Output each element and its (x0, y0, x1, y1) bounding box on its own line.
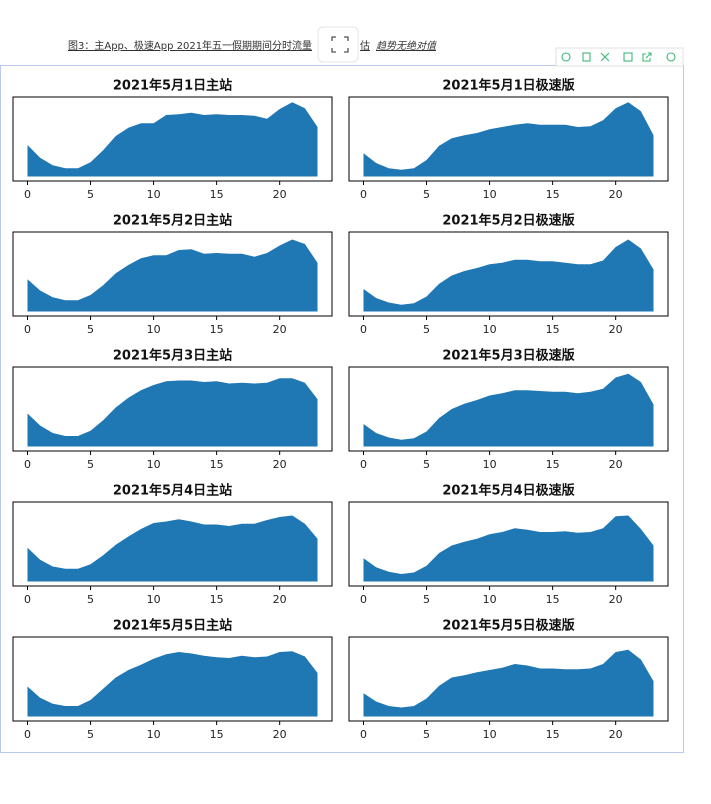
x-tick-label: 15 (210, 188, 224, 201)
plot-frame (348, 636, 669, 722)
chart-title: 2021年5月5日主站 (113, 618, 232, 634)
tool-icon[interactable] (561, 52, 571, 62)
x-tick-label: 10 (483, 188, 497, 201)
x-tick-label: 15 (210, 593, 224, 606)
caption: 图3：主App、极速App 2021年五一假期期间分时流量 (68, 39, 312, 52)
x-tick-label: 20 (609, 458, 623, 471)
x-tick-label: 5 (423, 323, 430, 336)
x-tick-label: 15 (546, 323, 560, 336)
x-tick-label: 15 (546, 728, 560, 741)
x-tick-label: 0 (24, 593, 31, 606)
tool-icon[interactable] (582, 52, 591, 62)
plot-frame (12, 501, 333, 587)
tool-icon[interactable] (642, 52, 652, 62)
plot-frame (12, 636, 333, 722)
x-tick-label: 0 (360, 728, 367, 741)
x-tick-label: 20 (609, 593, 623, 606)
tool-icon[interactable] (623, 52, 633, 62)
toolbar (555, 47, 684, 67)
chart-title: 2021年5月2日主站 (113, 213, 232, 229)
x-tick-label: 5 (87, 458, 94, 471)
x-tick-label: 0 (360, 188, 367, 201)
x-tick-label: 10 (147, 323, 161, 336)
area (27, 378, 318, 447)
x-tick-label: 20 (273, 593, 287, 606)
x-tick-label: 10 (147, 728, 161, 741)
caption-tail: 估 (360, 39, 370, 52)
x-tick-label: 10 (147, 188, 161, 201)
area (363, 373, 654, 447)
x-tick-label: 10 (483, 458, 497, 471)
x-tick-label: 5 (423, 728, 430, 741)
x-tick-label: 5 (423, 188, 430, 201)
x-tick-label: 10 (483, 593, 497, 606)
expand-button[interactable] (317, 26, 359, 63)
plot-frame (348, 501, 669, 587)
chart-title: 2021年5月1日极速版 (442, 78, 574, 94)
area (363, 102, 654, 177)
x-tick-label: 10 (147, 458, 161, 471)
x-tick-label: 20 (609, 728, 623, 741)
plot-frame (348, 366, 669, 452)
area (363, 649, 654, 717)
plot-frame (348, 96, 669, 182)
figure-border (0, 65, 684, 753)
x-tick-label: 0 (360, 323, 367, 336)
x-tick-label: 15 (210, 728, 224, 741)
area (363, 239, 654, 312)
area (27, 102, 318, 177)
plot-frame (12, 366, 333, 452)
x-tick-label: 15 (210, 458, 224, 471)
x-tick-label: 15 (210, 323, 224, 336)
x-tick-label: 0 (360, 458, 367, 471)
x-tick-label: 15 (546, 188, 560, 201)
x-tick-label: 10 (483, 323, 497, 336)
tool-icon[interactable] (666, 52, 676, 62)
chart-title: 2021年5月4日主站 (113, 483, 232, 499)
plot-frame (12, 96, 333, 182)
chart-title: 2021年5月5日极速版 (442, 618, 574, 634)
x-tick-label: 5 (423, 593, 430, 606)
area (27, 515, 318, 582)
x-tick-label: 15 (546, 458, 560, 471)
x-tick-label: 20 (273, 728, 287, 741)
chart-title: 2021年5月3日主站 (113, 348, 232, 364)
x-tick-label: 5 (87, 593, 94, 606)
x-tick-label: 5 (423, 458, 430, 471)
chart-title: 2021年5月3日极速版 (442, 348, 574, 364)
x-tick-label: 15 (546, 593, 560, 606)
x-tick-label: 20 (273, 188, 287, 201)
chart-title: 2021年5月2日极速版 (442, 213, 574, 229)
x-tick-label: 10 (483, 728, 497, 741)
x-tick-label: 20 (273, 323, 287, 336)
x-tick-label: 20 (273, 458, 287, 471)
chart-title: 2021年5月1日主站 (113, 78, 232, 94)
x-tick-label: 0 (24, 323, 31, 336)
x-tick-label: 20 (609, 188, 623, 201)
x-tick-label: 0 (360, 593, 367, 606)
x-tick-label: 0 (24, 458, 31, 471)
x-tick-label: 20 (609, 323, 623, 336)
area (27, 239, 318, 312)
x-tick-label: 10 (147, 593, 161, 606)
area (363, 515, 654, 582)
area (27, 651, 318, 717)
x-tick-label: 5 (87, 323, 94, 336)
chart-title: 2021年5月4日极速版 (442, 483, 574, 499)
x-tick-label: 0 (24, 188, 31, 201)
x-tick-label: 0 (24, 728, 31, 741)
tool-icon[interactable] (600, 52, 610, 62)
plot-frame (12, 231, 333, 317)
caption-note: 趋势无绝对值 (376, 40, 438, 52)
plot-frame (348, 231, 669, 317)
x-tick-label: 5 (87, 188, 94, 201)
x-tick-label: 5 (87, 728, 94, 741)
